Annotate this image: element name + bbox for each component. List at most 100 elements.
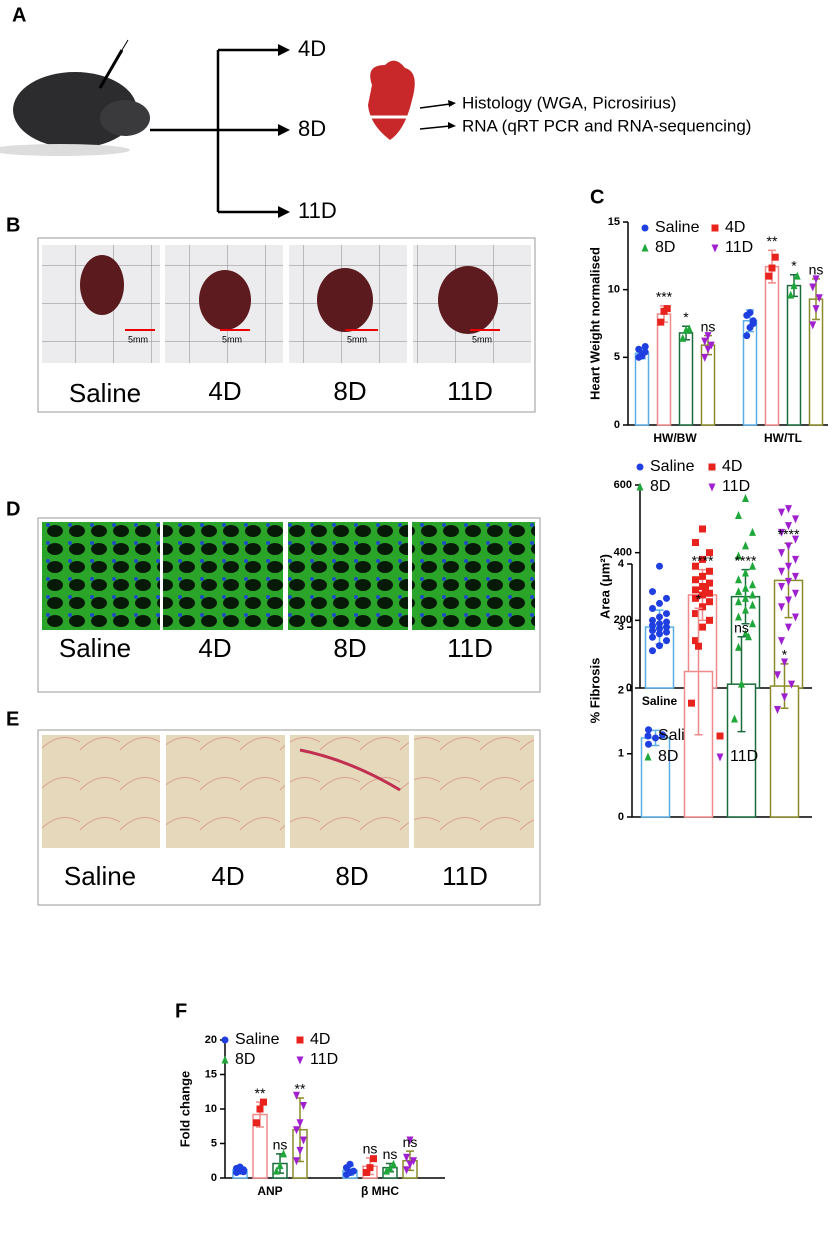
data-point xyxy=(383,1166,390,1175)
data-point xyxy=(815,294,823,303)
data-point xyxy=(746,309,754,317)
data-point xyxy=(765,272,773,280)
data-point xyxy=(749,320,757,327)
data-point xyxy=(240,1168,247,1176)
data-point xyxy=(645,726,652,734)
branches xyxy=(150,48,280,214)
data-point xyxy=(745,632,752,641)
x-tick-label: ANP xyxy=(257,1184,282,1198)
panel-a: A 4D 8D 11D Histology (WGA, Picrosirius)… xyxy=(0,4,751,223)
data-point xyxy=(649,588,656,596)
data-point xyxy=(645,740,652,748)
data-point xyxy=(749,561,756,570)
data-point xyxy=(749,600,756,609)
data-point xyxy=(742,583,749,592)
data-point xyxy=(785,542,792,551)
data-point xyxy=(221,1055,229,1064)
data-point xyxy=(768,264,776,272)
y-axis-label: % Fibrosis xyxy=(587,658,602,724)
bar xyxy=(786,284,802,426)
data-point xyxy=(221,1036,229,1044)
legend-label: 4D xyxy=(310,1031,330,1048)
data-point xyxy=(692,562,699,570)
data-point xyxy=(793,271,801,280)
error-bar xyxy=(694,607,703,736)
data-point xyxy=(641,343,649,351)
data-point xyxy=(778,603,785,612)
significance: * xyxy=(791,257,797,273)
legend-label: 8D xyxy=(650,478,670,495)
gross-images xyxy=(42,245,531,363)
data-point xyxy=(702,585,709,593)
data-point xyxy=(701,353,709,362)
data-point xyxy=(293,1126,300,1135)
timepoint: 11D xyxy=(298,198,337,223)
scale-bar-label: 5mm xyxy=(222,334,242,344)
data-point xyxy=(792,555,799,564)
data-point xyxy=(735,597,742,606)
panel-label: D xyxy=(6,498,20,520)
data-point xyxy=(742,568,749,577)
data-point xyxy=(657,318,665,326)
mouse-head xyxy=(100,100,150,136)
data-point xyxy=(699,525,706,533)
significance: ** xyxy=(767,233,778,249)
data-point xyxy=(706,598,713,606)
picrosirius-images xyxy=(42,735,534,848)
arrowheads xyxy=(448,100,456,129)
data-point xyxy=(716,753,724,762)
legend-label: 8D xyxy=(235,1051,255,1068)
data-point xyxy=(749,527,756,536)
data-point xyxy=(735,642,742,651)
data-point xyxy=(253,1119,260,1127)
data-point xyxy=(296,1119,304,1128)
data-point xyxy=(706,549,713,557)
x-tick-label: β MHC xyxy=(361,1184,399,1198)
y-tick-label: 1 xyxy=(618,748,624,760)
panel-label: F xyxy=(175,1000,187,1022)
caption: Saline xyxy=(59,633,131,663)
data-point xyxy=(649,604,656,612)
caption: Saline xyxy=(69,378,141,408)
y-axis-label: Area (μm²) xyxy=(597,554,612,619)
data-point xyxy=(778,637,785,646)
data-point xyxy=(778,567,785,576)
data-point xyxy=(656,613,663,621)
data-point xyxy=(778,508,785,517)
timepoint: 8D xyxy=(298,116,326,141)
significance: * xyxy=(782,647,788,663)
data-point xyxy=(785,562,792,571)
legend-label: Saline xyxy=(235,1031,280,1048)
y-tick-label: 10 xyxy=(608,284,620,296)
data-point xyxy=(641,224,649,232)
significance: * xyxy=(683,309,689,325)
data-point xyxy=(749,580,756,589)
y-tick-label: 20 xyxy=(205,1034,217,1046)
data-point xyxy=(792,589,799,598)
data-point xyxy=(656,620,663,628)
panel-label: E xyxy=(6,708,19,730)
data-point xyxy=(296,1036,304,1044)
data-point xyxy=(641,243,649,252)
data-point xyxy=(363,1168,370,1176)
data-point xyxy=(366,1164,374,1172)
data-point xyxy=(699,603,706,611)
caption: 8D xyxy=(333,376,366,406)
panel-label: A xyxy=(12,4,26,26)
data-point xyxy=(370,1155,377,1163)
legend-label: 4D xyxy=(722,458,742,475)
data-point xyxy=(785,505,792,514)
data-point xyxy=(256,1105,264,1113)
significance: ns xyxy=(734,619,749,635)
data-point xyxy=(706,616,713,624)
bar xyxy=(634,352,650,426)
arrowheads xyxy=(278,44,290,218)
data-point xyxy=(663,618,670,626)
significance: ns xyxy=(383,1146,398,1162)
significance: ns xyxy=(363,1141,378,1157)
caption: 4D xyxy=(198,633,231,663)
data-point xyxy=(692,586,699,594)
data-point xyxy=(809,283,817,292)
y-tick-label: 4 xyxy=(618,558,625,570)
caption: Saline xyxy=(64,861,136,891)
